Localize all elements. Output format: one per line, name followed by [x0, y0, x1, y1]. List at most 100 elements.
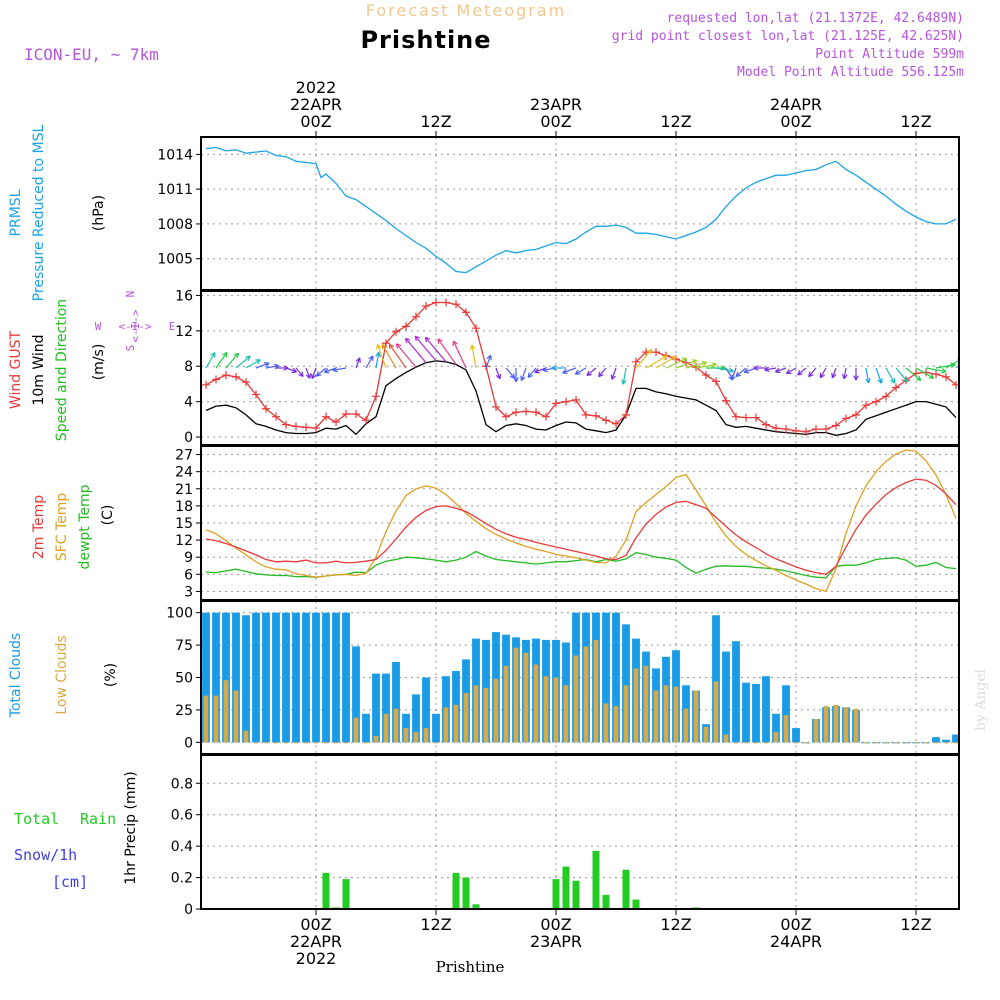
panel-frame: [200, 754, 960, 910]
total-cloud-bar: [772, 713, 780, 743]
wind-direction-arrow: [695, 363, 717, 369]
wind-direction-arrowhead: [728, 367, 734, 374]
x-tick-label-top-date: 24APR: [770, 95, 822, 114]
temp-unit: (C): [100, 505, 116, 526]
wind-direction-arrow: [735, 367, 747, 377]
wind-direction-arrow: [305, 367, 311, 379]
wind-gust-marker: [272, 412, 280, 421]
wind-gust-marker: [552, 399, 560, 408]
low-cloud-bar: [843, 707, 849, 743]
wind-direction-arrow: [205, 352, 216, 369]
low-cloud-bar: [803, 742, 809, 744]
y-tick-label: 27: [175, 448, 193, 464]
wind-direction-arrowhead: [743, 368, 750, 374]
total-cloud-bar: [302, 612, 310, 743]
low-cloud-bar: [283, 742, 289, 744]
low-cloud-bar: [573, 655, 579, 743]
sfc-temp-line: [205, 449, 957, 593]
precip-unit: 1hr Precip (mm): [123, 771, 139, 884]
wind-direction-arrowhead: [395, 343, 402, 349]
wind-direction-arrowhead: [245, 355, 251, 361]
low-cloud-bar: [873, 742, 879, 744]
precip-label-total: Total: [14, 810, 59, 828]
y-tick-label: 0.8: [171, 776, 193, 792]
low-cloud-bar: [743, 742, 749, 744]
wind-direction-arrow: [598, 367, 607, 378]
low-cloud-bar: [203, 695, 209, 743]
wind-direction-arrowhead: [375, 351, 381, 358]
x-tick-label-top-hour: 12Z: [660, 112, 691, 131]
wind-direction-arrow: [424, 336, 447, 363]
wind-direction-arrow: [655, 355, 677, 369]
wind-direction-arrowhead: [598, 371, 604, 378]
wind-direction-arrow: [381, 344, 397, 369]
wind-gust-marker: [432, 298, 440, 307]
wind-direction-arrow: [375, 352, 380, 369]
wind-gust-marker: [542, 412, 550, 421]
wind-direction-arrow: [405, 337, 427, 364]
total-cloud-bar: [202, 612, 210, 743]
wind-direction-arrowhead: [890, 377, 896, 384]
total-cloud-bar: [242, 615, 250, 743]
wind-direction-arrowhead: [701, 360, 708, 367]
total-cloud-bar: [742, 682, 750, 743]
wind-direction-arrowhead: [542, 366, 548, 373]
low-cloud-bar: [343, 742, 349, 744]
low-cloud-bar: [423, 728, 429, 743]
temp-label-c: dewpt Temp: [77, 484, 93, 569]
total-cloud-bar: [222, 612, 230, 743]
gridpoint-coords: grid point closest lon,lat (21.125E, 42.…: [612, 29, 964, 44]
wind-direction-arrowhead: [646, 348, 653, 355]
precip-bar: [572, 880, 580, 909]
wind-direction-arrow: [819, 367, 827, 379]
wind-direction-arrow: [311, 367, 317, 379]
low-cloud-bar: [783, 715, 789, 743]
y-tick-label: 3: [184, 584, 193, 600]
wind-direction-arrow: [437, 338, 457, 365]
wind-gust-marker: [562, 397, 570, 406]
total-cloud-bar: [762, 676, 770, 743]
wind-direction-arrow: [715, 367, 734, 372]
wind-direction-arrowhead: [486, 354, 492, 361]
wind-direction-arrowhead: [424, 336, 431, 343]
x-tick-label-bottom-hour: 12Z: [420, 915, 451, 934]
y-tick-label: 0.6: [171, 808, 193, 824]
wind-gust-marker: [632, 357, 640, 366]
total-cloud-bar: [362, 713, 370, 743]
total-cloud-bar: [942, 739, 950, 743]
wind-direction-arrowhead: [513, 377, 519, 383]
precip-bar: [592, 850, 600, 909]
y-tick-label: 1005: [157, 252, 193, 268]
wind-direction-arrow: [611, 367, 617, 380]
wind-direction-arrowhead: [452, 340, 458, 347]
temp-2m-line: [205, 478, 957, 575]
wind-direction-arrowhead: [621, 379, 627, 385]
compass-n: N: [124, 291, 137, 298]
wind-unit: (m/s): [91, 344, 107, 381]
wind-direction-arrow: [764, 367, 777, 371]
wind-gust-marker: [712, 377, 720, 386]
wind-direction-arrowhead: [273, 363, 280, 370]
precip-label-snow: Snow/1h: [14, 846, 77, 864]
wind-direction-arrowhead: [264, 362, 270, 368]
low-cloud-bar: [603, 703, 609, 743]
wind-direction-arrow: [388, 343, 407, 369]
wind-direction-arrow: [295, 367, 304, 377]
wind-direction-arrow: [376, 344, 387, 369]
compass-arrows-v: <-I->: [129, 309, 142, 342]
wind-gust-marker: [622, 410, 630, 419]
wind-direction-arrow: [586, 367, 597, 377]
y-tick-label: 50: [175, 671, 193, 687]
low-cloud-bar: [403, 728, 409, 743]
precip-bar: [632, 899, 640, 909]
precip-bar: [322, 872, 330, 909]
wind-direction-arrow: [395, 343, 417, 368]
total-cloud-bar: [612, 612, 620, 743]
wind-direction-arrowhead: [691, 359, 698, 365]
wind-gust-marker: [402, 322, 410, 331]
wind-gust-marker: [592, 411, 600, 420]
low-cloud-bar: [913, 742, 919, 744]
y-tick-label: 0.4: [171, 839, 193, 855]
precip-label-cm: [cm]: [52, 873, 88, 891]
